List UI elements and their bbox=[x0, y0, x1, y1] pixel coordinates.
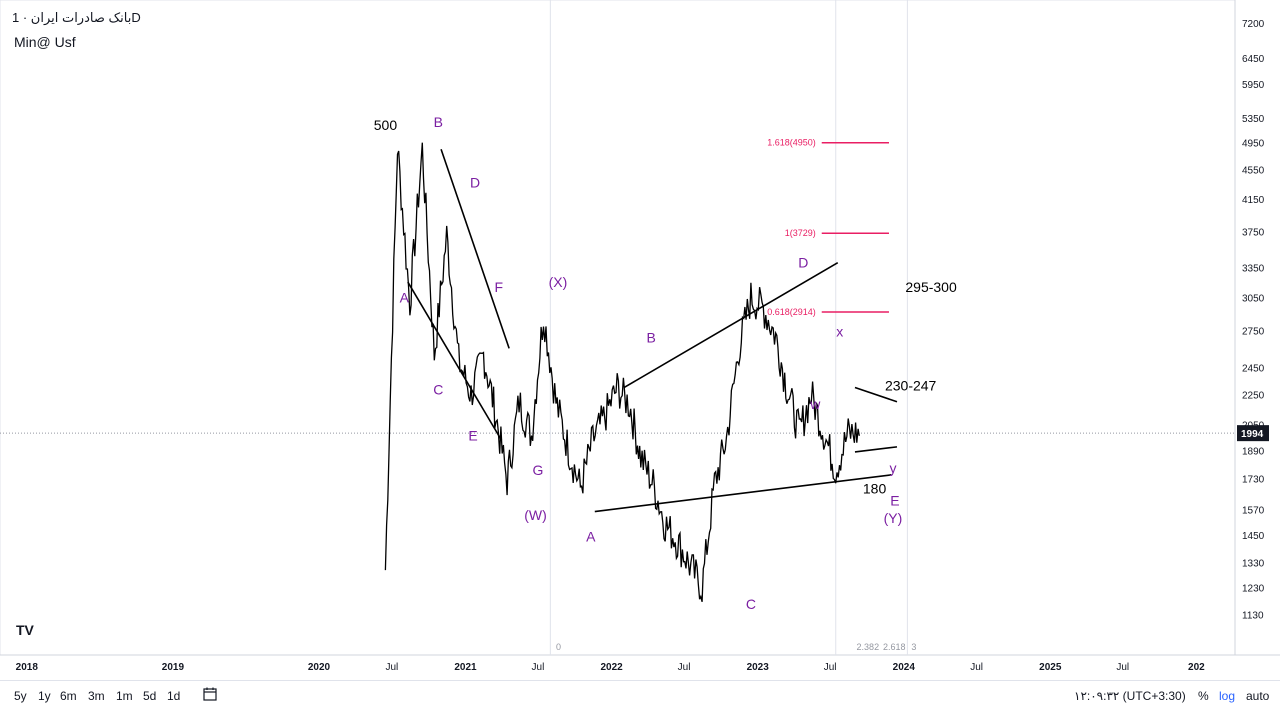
calendar-icon[interactable] bbox=[203, 687, 217, 701]
range-5y[interactable]: 5y bbox=[14, 689, 27, 703]
wave-label: D bbox=[470, 175, 480, 191]
trendline bbox=[854, 386, 898, 403]
price-tick: 1890 bbox=[1242, 446, 1265, 457]
wave-label: C bbox=[746, 596, 756, 612]
wave-label: D bbox=[798, 254, 808, 270]
trendline bbox=[407, 281, 503, 441]
time-tick: 2023 bbox=[747, 662, 770, 673]
fib-ratio-label: 0 bbox=[556, 642, 561, 652]
trendline bbox=[440, 148, 510, 349]
wave-label: G bbox=[533, 462, 544, 478]
bottom-toolbar: 5y 1y 6m 3m 1m 5d 1d ۱۲:۰۹:۳۲ (UTC+3:30)… bbox=[0, 680, 1280, 712]
fib-level-label: 1(3729) bbox=[785, 228, 816, 238]
plot-area[interactable] bbox=[0, 0, 1236, 656]
wave-label: 180 bbox=[863, 481, 887, 497]
fib-ratio-label: 2.382 bbox=[857, 642, 880, 652]
trendline bbox=[623, 262, 839, 389]
chart-subtitle: Min@ Usf bbox=[14, 34, 76, 50]
wave-label: C bbox=[433, 382, 443, 398]
fib-level-label: 0.618(2914) bbox=[767, 307, 816, 317]
wave-label: w bbox=[809, 396, 821, 412]
wave-label: (X) bbox=[549, 274, 568, 290]
price-tick: 2450 bbox=[1242, 363, 1265, 374]
range-1m[interactable]: 1m bbox=[116, 689, 133, 703]
price-tick: 1330 bbox=[1242, 558, 1265, 569]
time-tick: Jul bbox=[678, 662, 691, 673]
fib-level-label: 1.618(4950) bbox=[767, 138, 816, 148]
range-6m[interactable]: 6m bbox=[60, 689, 77, 703]
range-5d[interactable]: 5d bbox=[143, 689, 157, 703]
price-tick: 1570 bbox=[1242, 506, 1265, 517]
wave-label: A bbox=[586, 529, 596, 545]
percent-toggle[interactable]: % bbox=[1198, 689, 1209, 703]
range-1y[interactable]: 1y bbox=[38, 689, 51, 703]
price-tick: 7200 bbox=[1242, 19, 1265, 30]
wave-label: F bbox=[494, 279, 503, 295]
log-toggle[interactable]: log bbox=[1219, 689, 1236, 703]
price-tick: 5950 bbox=[1242, 80, 1265, 91]
price-series-line bbox=[384, 142, 860, 602]
time-tick: 2018 bbox=[16, 662, 39, 673]
price-tick: 4150 bbox=[1242, 195, 1265, 206]
price-tick: 4950 bbox=[1242, 139, 1265, 150]
price-tick: 2750 bbox=[1242, 326, 1265, 337]
fib-ratio-label: 2.618 bbox=[883, 642, 906, 652]
price-tick: 3050 bbox=[1242, 293, 1265, 304]
time-tick: 2025 bbox=[1039, 662, 1062, 673]
time-tick: 2020 bbox=[308, 662, 331, 673]
wave-label: 500 bbox=[374, 117, 398, 133]
time-tick: Jul bbox=[824, 662, 837, 673]
target-label: 295-300 bbox=[905, 279, 957, 295]
price-tick: 2250 bbox=[1242, 391, 1265, 402]
wave-label: B bbox=[647, 329, 656, 345]
wave-label: E bbox=[468, 427, 477, 443]
time-tick: Jul bbox=[1116, 662, 1129, 673]
wave-label: E bbox=[890, 492, 899, 508]
time-tick: Jul bbox=[385, 662, 398, 673]
price-tick: 3750 bbox=[1242, 227, 1265, 238]
time-tick: 2022 bbox=[600, 662, 623, 673]
price-tick: 4550 bbox=[1242, 166, 1265, 177]
time-tick: 2024 bbox=[893, 662, 916, 673]
target-label: 230-247 bbox=[885, 377, 937, 393]
fib-ratio-label: 3 bbox=[911, 642, 916, 652]
tradingview-logo[interactable]: TV bbox=[16, 622, 34, 638]
price-tick: 1230 bbox=[1242, 583, 1265, 594]
wave-label: A bbox=[400, 290, 410, 306]
wave-label: y bbox=[889, 460, 896, 476]
current-price-value: 1994 bbox=[1241, 429, 1264, 440]
auto-toggle[interactable]: auto bbox=[1246, 689, 1270, 703]
time-tick: Jul bbox=[970, 662, 983, 673]
wave-label: B bbox=[434, 114, 443, 130]
current-price-tag bbox=[1237, 425, 1269, 442]
time-tick: 2019 bbox=[162, 662, 185, 673]
trendline bbox=[854, 446, 898, 453]
chart-title: بانک صادرات ایران · 1D bbox=[12, 10, 141, 25]
price-tick: 1450 bbox=[1242, 531, 1265, 542]
range-1d[interactable]: 1d bbox=[167, 689, 181, 703]
wave-label: (W) bbox=[524, 507, 547, 523]
price-tick: 1730 bbox=[1242, 475, 1265, 486]
price-tick: 5350 bbox=[1242, 114, 1265, 125]
time-tick: Jul bbox=[532, 662, 545, 673]
wave-label: (Y) bbox=[884, 510, 903, 526]
wave-label: x bbox=[836, 323, 843, 339]
range-3m[interactable]: 3m bbox=[88, 689, 105, 703]
clock-readout[interactable]: ۱۲:۰۹:۳۲ (UTC+3:30) bbox=[1074, 689, 1186, 703]
time-tick: 202 bbox=[1188, 662, 1205, 673]
trendline bbox=[594, 474, 892, 513]
price-tick: 6450 bbox=[1242, 54, 1265, 65]
time-tick: 2021 bbox=[454, 662, 477, 673]
price-tick: 3350 bbox=[1242, 263, 1265, 274]
price-tick: 1130 bbox=[1242, 611, 1264, 622]
